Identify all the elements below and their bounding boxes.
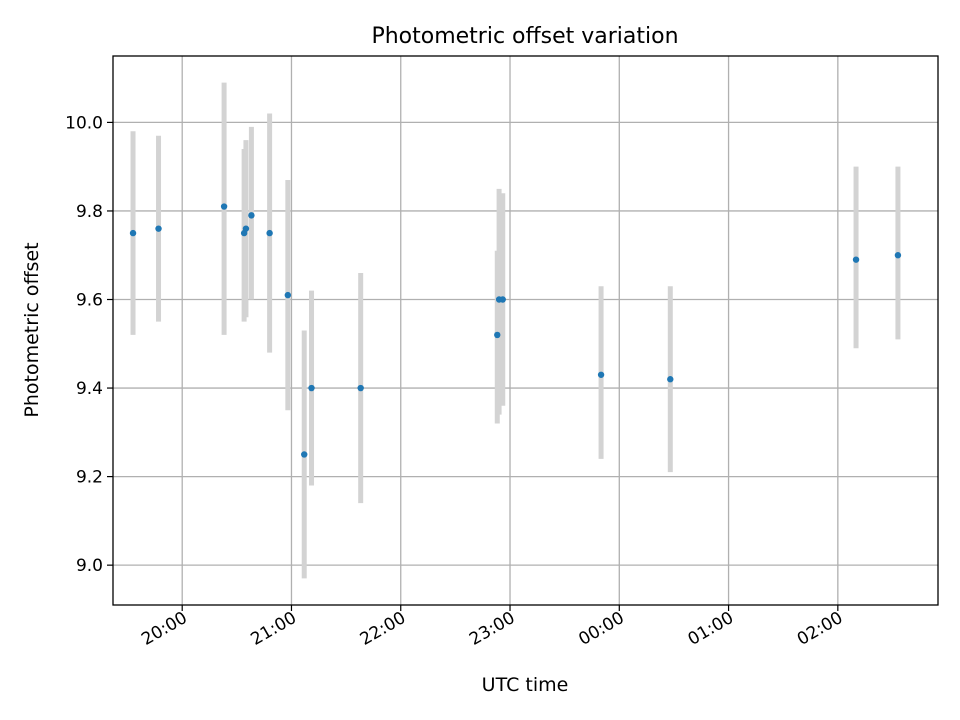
- x-tick-label: 22:00: [357, 608, 409, 650]
- data-point: [499, 296, 506, 303]
- data-point: [357, 384, 364, 392]
- x-axis-ticks: 20:00 21:00 22:00 23:00 00:00 01:00 02:00: [138, 605, 846, 650]
- data-point: [852, 256, 860, 263]
- data-point: [301, 451, 308, 458]
- data-points: [129, 203, 902, 458]
- y-tick-label: 9.2: [76, 468, 103, 488]
- y-tick-label: 9.4: [76, 379, 103, 399]
- y-axis-label: Photometric offset: [21, 242, 43, 417]
- x-tick-label: 23:00: [466, 608, 518, 650]
- y-tick-label: 10.0: [65, 113, 103, 133]
- data-point: [220, 203, 228, 210]
- data-point: [894, 252, 902, 259]
- data-point: [597, 371, 605, 378]
- data-point: [266, 229, 273, 237]
- x-tick-label: 01:00: [685, 608, 737, 650]
- x-tick-label: 02:00: [794, 608, 846, 650]
- data-point: [155, 225, 162, 232]
- y-tick-label: 9.8: [76, 202, 103, 222]
- y-tick-label: 9.0: [76, 556, 103, 576]
- y-tick-label: 9.6: [76, 291, 103, 311]
- data-point: [242, 225, 250, 232]
- data-point: [129, 229, 137, 237]
- x-tick-label: 21:00: [248, 608, 300, 650]
- error-bars: [130, 82, 901, 579]
- data-point: [284, 291, 292, 299]
- grid: [113, 56, 938, 605]
- data-point: [248, 212, 255, 219]
- x-axis-label: UTC time: [482, 674, 569, 696]
- data-point: [494, 331, 501, 339]
- plot-frame: [112, 55, 939, 606]
- y-axis-ticks: 9.0 9.2 9.4 9.6 9.8 10.0: [65, 113, 113, 576]
- x-tick-label: 20:00: [138, 608, 190, 650]
- data-point: [308, 384, 315, 392]
- data-point: [667, 376, 674, 383]
- x-tick-label: 00:00: [575, 608, 627, 650]
- chart-title: Photometric offset variation: [371, 24, 678, 49]
